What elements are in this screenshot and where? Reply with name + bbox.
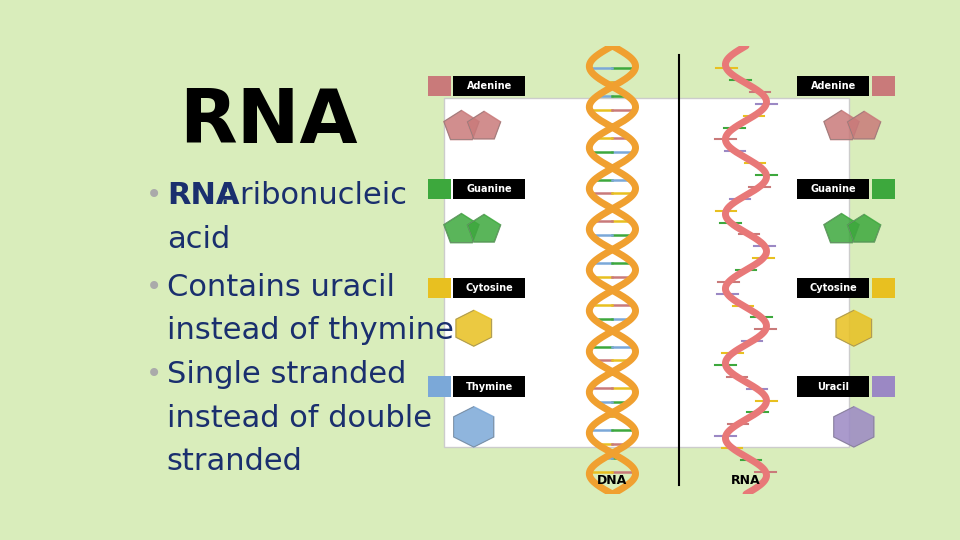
Text: Cytosine: Cytosine: [466, 283, 513, 293]
Bar: [872, 278, 895, 298]
Text: DNA: DNA: [597, 474, 628, 488]
Bar: [427, 76, 450, 96]
Bar: [453, 376, 525, 396]
Bar: [453, 278, 525, 298]
Text: Single stranded: Single stranded: [167, 360, 406, 389]
Polygon shape: [848, 214, 880, 242]
Text: •: •: [146, 273, 162, 301]
Text: Adenine: Adenine: [810, 81, 856, 91]
Bar: [872, 76, 895, 96]
Bar: [427, 376, 450, 396]
Bar: [872, 179, 895, 199]
Bar: [798, 179, 869, 199]
Polygon shape: [454, 407, 493, 447]
Bar: [453, 179, 525, 199]
Text: instead of double: instead of double: [167, 404, 432, 433]
Text: Uracil: Uracil: [817, 382, 850, 392]
Text: RNA: RNA: [167, 181, 239, 210]
Bar: [798, 278, 869, 298]
Text: •: •: [146, 360, 162, 388]
Text: stranded: stranded: [167, 447, 302, 476]
Polygon shape: [444, 111, 479, 140]
Text: RNA: RNA: [732, 474, 760, 488]
Text: Guanine: Guanine: [810, 184, 856, 194]
Text: Thymine: Thymine: [466, 382, 513, 392]
Polygon shape: [468, 111, 500, 139]
Text: RNA: RNA: [180, 85, 358, 159]
Polygon shape: [836, 310, 872, 346]
Text: : ribonucleic: : ribonucleic: [221, 181, 407, 210]
FancyBboxPatch shape: [444, 98, 849, 447]
Polygon shape: [848, 111, 880, 139]
Bar: [453, 76, 525, 96]
Bar: [427, 179, 450, 199]
Text: instead of thymine: instead of thymine: [167, 316, 454, 346]
Polygon shape: [824, 213, 859, 242]
Bar: [872, 376, 895, 396]
Text: Contains uracil: Contains uracil: [167, 273, 395, 302]
Bar: [798, 76, 869, 96]
Polygon shape: [456, 310, 492, 346]
Polygon shape: [824, 111, 859, 140]
Text: Cytosine: Cytosine: [809, 283, 857, 293]
Text: Adenine: Adenine: [467, 81, 512, 91]
Bar: [798, 376, 869, 396]
Text: Guanine: Guanine: [467, 184, 512, 194]
Polygon shape: [834, 407, 874, 447]
Polygon shape: [444, 213, 479, 242]
Text: •: •: [146, 181, 162, 209]
Polygon shape: [468, 214, 500, 242]
Bar: [427, 278, 450, 298]
Text: acid: acid: [167, 225, 230, 254]
